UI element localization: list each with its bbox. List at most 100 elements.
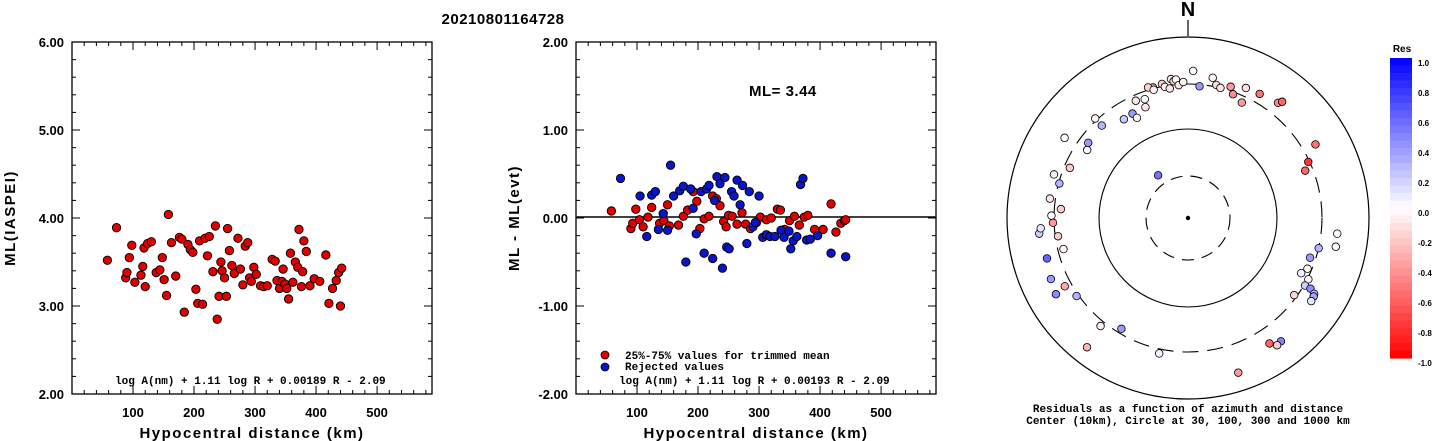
x-tick-label: 300 [244, 405, 266, 420]
x-tick-label: 200 [183, 405, 205, 420]
data-point-red [673, 220, 684, 230]
data-point-red [737, 208, 747, 218]
colorbar-swatch [1390, 185, 1412, 194]
panel2-points [606, 160, 851, 273]
data-point-red [296, 281, 307, 292]
data-point-red [212, 314, 222, 324]
data-point-red [191, 284, 201, 294]
data-point-red [127, 240, 137, 250]
data-point-red [161, 290, 172, 301]
station-residual-point [1060, 133, 1069, 143]
data-point-blue [615, 173, 626, 184]
data-point-red [221, 291, 232, 301]
data-point-red [662, 200, 673, 210]
station-residual-point [1228, 90, 1238, 99]
data-point-blue [653, 224, 664, 235]
circle-300km [1053, 83, 1323, 353]
station-residual-point [1155, 349, 1164, 358]
data-point-red [831, 227, 841, 237]
data-point-blue [798, 173, 808, 184]
station-residual-point [1097, 121, 1106, 130]
data-point-red [262, 281, 272, 291]
data-point-red [606, 206, 617, 216]
colorbar-swatch [1390, 163, 1412, 172]
colorbar-swatch [1390, 58, 1412, 67]
colorbar-swatch [1390, 73, 1412, 82]
data-point-red [294, 224, 304, 235]
data-point-blue [792, 231, 802, 242]
colorbar-swatch [1390, 80, 1412, 89]
colorbar-swatch [1390, 230, 1412, 239]
colorbar-label: 0.8 [1418, 89, 1430, 98]
data-point-blue [642, 231, 652, 242]
colorbar-swatch [1390, 328, 1412, 337]
data-point-red [163, 209, 174, 220]
colorbar-swatch [1390, 155, 1412, 164]
data-point-red [243, 237, 253, 248]
data-point-red [638, 222, 648, 232]
data-point-red [130, 277, 140, 287]
station-residual-point [1049, 170, 1059, 179]
y-tick-label: 1.00 [543, 123, 568, 138]
panel1-ylabel: ML(IASPEI) [2, 170, 19, 266]
colorbar-swatch [1390, 178, 1412, 187]
station-residual-point [1333, 229, 1342, 238]
epicenter-dot [1185, 215, 1191, 221]
data-point-red [270, 256, 280, 266]
data-point-red [124, 252, 135, 263]
data-point-red [136, 270, 146, 280]
station-residual-point [1296, 269, 1306, 278]
panel2-ylabel: ML - ML(evt) [506, 165, 523, 271]
data-point-red [157, 252, 167, 263]
station-residual-point [1237, 98, 1247, 107]
data-point-blue [805, 234, 815, 244]
panel1-frame [71, 41, 433, 395]
colorbar-swatch [1390, 335, 1412, 344]
data-point-blue [784, 226, 794, 236]
station-residual-point [1055, 179, 1064, 188]
colorbar-label: 1.0 [1418, 59, 1430, 68]
station-residual-point [1060, 282, 1069, 291]
y-tick-label: 5.00 [39, 123, 64, 138]
station-residual-point [1072, 291, 1081, 301]
colorbar-swatch [1390, 223, 1412, 232]
station-residual-point [1179, 77, 1188, 87]
colorbar-swatch [1390, 268, 1412, 277]
colorbar-swatch [1390, 208, 1412, 217]
x-tick-label: 200 [687, 405, 709, 420]
data-point-red [727, 211, 737, 221]
station-residual-point [1051, 290, 1061, 299]
station-residual-point [1272, 341, 1282, 350]
data-point-blue [812, 230, 823, 241]
data-point-red [282, 283, 292, 294]
colorbar-swatches [1390, 58, 1412, 359]
station-residual-point [1082, 343, 1092, 352]
station-residual-point [1082, 145, 1092, 155]
polar-caption-line2: Center (10km), Circle at 30, 100, 300 an… [1026, 416, 1350, 428]
data-point-red [643, 212, 653, 222]
station-residual-point [1140, 95, 1149, 104]
data-point-red [140, 281, 150, 292]
data-point-red [335, 301, 346, 311]
data-point-blue [742, 238, 752, 249]
colorbar-label: 0.2 [1418, 179, 1430, 188]
data-point-red [297, 267, 308, 277]
panel1-formula: log A(nm) + 1.11 log R + 0.00189 R - 2.0… [115, 376, 386, 388]
colorbar-swatch [1390, 110, 1412, 119]
circle-1000km [1006, 36, 1370, 400]
station-residual-point [1117, 324, 1126, 334]
data-point-red [299, 236, 309, 246]
data-point-red [803, 210, 813, 221]
x-tick-label: 100 [626, 405, 648, 420]
data-point-red [216, 257, 226, 267]
station-residual-point [1042, 254, 1052, 263]
legend-red-marker [600, 350, 610, 360]
station-residual-point [1277, 97, 1287, 106]
data-point-blue [708, 253, 718, 264]
data-point-red [305, 281, 315, 291]
y-tick-label: 4.00 [39, 211, 64, 226]
data-point-blue [724, 244, 734, 254]
data-point-red [171, 271, 181, 281]
station-residual-point [1301, 166, 1310, 175]
data-point-red [301, 246, 311, 257]
